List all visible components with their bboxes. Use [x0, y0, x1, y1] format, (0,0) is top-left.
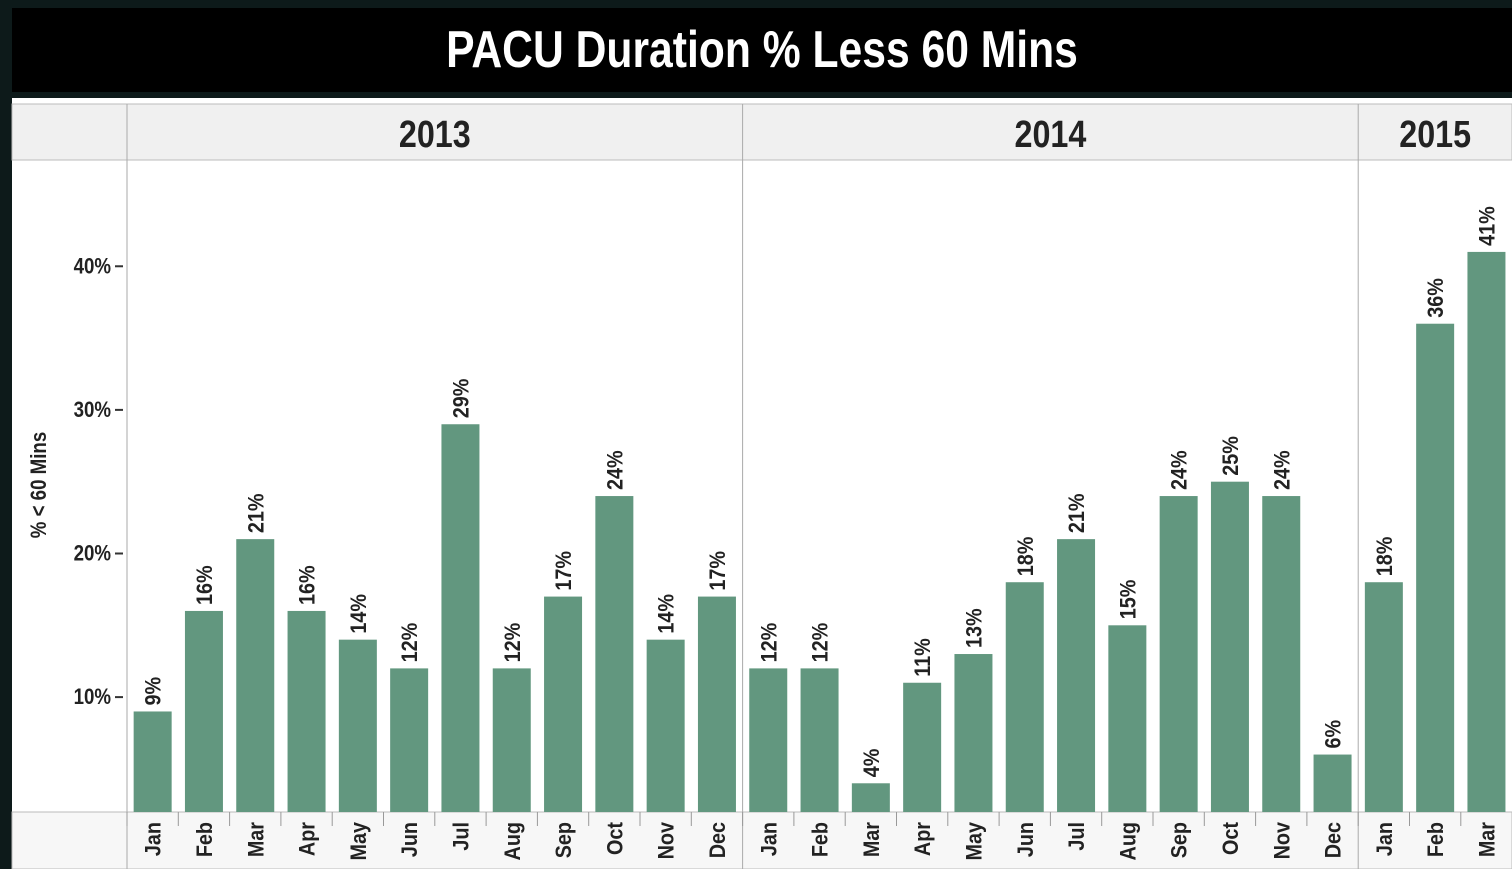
bar — [1364, 582, 1403, 812]
x-tick-label: Mar — [1476, 822, 1500, 857]
value-label: 15% — [1116, 579, 1140, 619]
y-tick-label: 30% — [74, 399, 111, 423]
x-tick-label: Jan — [142, 822, 166, 856]
y-tick-label: 20% — [74, 542, 111, 566]
value-label: 14% — [655, 594, 679, 634]
x-tick-label: Aug — [501, 822, 525, 860]
value-label: 12% — [501, 622, 525, 662]
value-label: 21% — [1065, 493, 1089, 533]
bar — [800, 668, 839, 812]
x-tick-label: Jun — [398, 822, 422, 857]
x-tick-label: Apr — [296, 822, 320, 856]
x-tick-label: Jan — [1373, 822, 1397, 856]
panel-title: 2014 — [1014, 114, 1086, 156]
value-label: 12% — [809, 622, 833, 662]
x-tick-label: Nov — [1270, 822, 1294, 860]
x-tick-label: Dec — [1322, 822, 1346, 859]
bar — [492, 668, 531, 812]
value-label: 14% — [347, 594, 371, 634]
x-tick-label: Feb — [1424, 822, 1448, 857]
bar — [1159, 496, 1198, 812]
x-tick-label: Sep — [1168, 822, 1192, 858]
bar — [1005, 582, 1044, 812]
value-label: 36% — [1424, 278, 1448, 318]
bar — [954, 654, 993, 812]
x-tick-label: Mar — [860, 822, 884, 857]
x-tick-label: Jul — [1065, 822, 1089, 851]
value-label: 29% — [450, 378, 474, 418]
x-tick-label: Mar — [244, 822, 268, 857]
bar — [1313, 754, 1352, 812]
bar — [390, 668, 429, 812]
value-label: 12% — [757, 622, 781, 662]
y-axis-label: % < 60 Mins — [28, 432, 52, 538]
x-tick-label: Nov — [655, 822, 679, 860]
bar — [1210, 481, 1249, 812]
bar — [1467, 251, 1506, 813]
panel-title: 2013 — [399, 114, 471, 156]
value-label: 41% — [1476, 206, 1500, 246]
value-label: 16% — [296, 565, 320, 605]
x-tick-label: May — [347, 822, 371, 861]
x-tick-label: Oct — [1219, 822, 1243, 855]
bar — [595, 496, 634, 812]
bar — [749, 668, 788, 812]
bar — [184, 610, 223, 812]
bar — [1108, 625, 1147, 812]
x-tick-label: Jul — [450, 822, 474, 851]
x-tick-label: Dec — [706, 822, 730, 859]
bar — [646, 639, 685, 812]
bar — [338, 639, 377, 812]
x-tick-label: Apr — [911, 822, 935, 856]
value-label: 6% — [1322, 720, 1346, 749]
bar — [133, 711, 172, 812]
x-tick-label: Aug — [1116, 822, 1140, 860]
x-tick-label: Feb — [193, 822, 217, 857]
value-label: 11% — [911, 638, 935, 677]
value-label: 9% — [142, 676, 166, 705]
value-label: 17% — [706, 551, 730, 591]
bar — [851, 783, 890, 812]
x-tick-label: Oct — [603, 822, 627, 855]
value-label: 24% — [1270, 450, 1294, 490]
value-label: 25% — [1219, 436, 1243, 476]
x-tick-label: Sep — [552, 822, 576, 858]
chart-title: PACU Duration % Less 60 Mins — [446, 21, 1078, 79]
bar — [236, 539, 275, 812]
x-tick-label: Jan — [757, 822, 781, 856]
value-label: 13% — [963, 608, 987, 648]
value-label: 16% — [193, 565, 217, 605]
bar — [544, 596, 583, 812]
value-label: 24% — [603, 450, 627, 490]
bar — [287, 610, 326, 812]
title-bar — [12, 8, 1512, 92]
y-tick-label: 40% — [74, 255, 111, 279]
y-tick-label: 10% — [74, 686, 111, 710]
bar — [441, 424, 480, 812]
bar — [697, 596, 736, 812]
value-label: 18% — [1373, 536, 1397, 576]
panel-title: 2015 — [1399, 114, 1471, 156]
bar — [1057, 539, 1096, 812]
value-label: 24% — [1168, 450, 1192, 490]
value-label: 21% — [244, 493, 268, 533]
x-tick-label: Feb — [809, 822, 833, 857]
value-label: 12% — [398, 622, 422, 662]
bar — [903, 682, 942, 812]
header-row — [11, 103, 1512, 161]
x-tick-label: Jun — [1014, 822, 1038, 857]
bar — [1416, 323, 1455, 812]
bar — [1262, 496, 1301, 812]
value-label: 18% — [1014, 536, 1038, 576]
value-label: 17% — [552, 551, 576, 591]
value-label: 4% — [860, 748, 884, 777]
x-tick-label: May — [963, 822, 987, 861]
